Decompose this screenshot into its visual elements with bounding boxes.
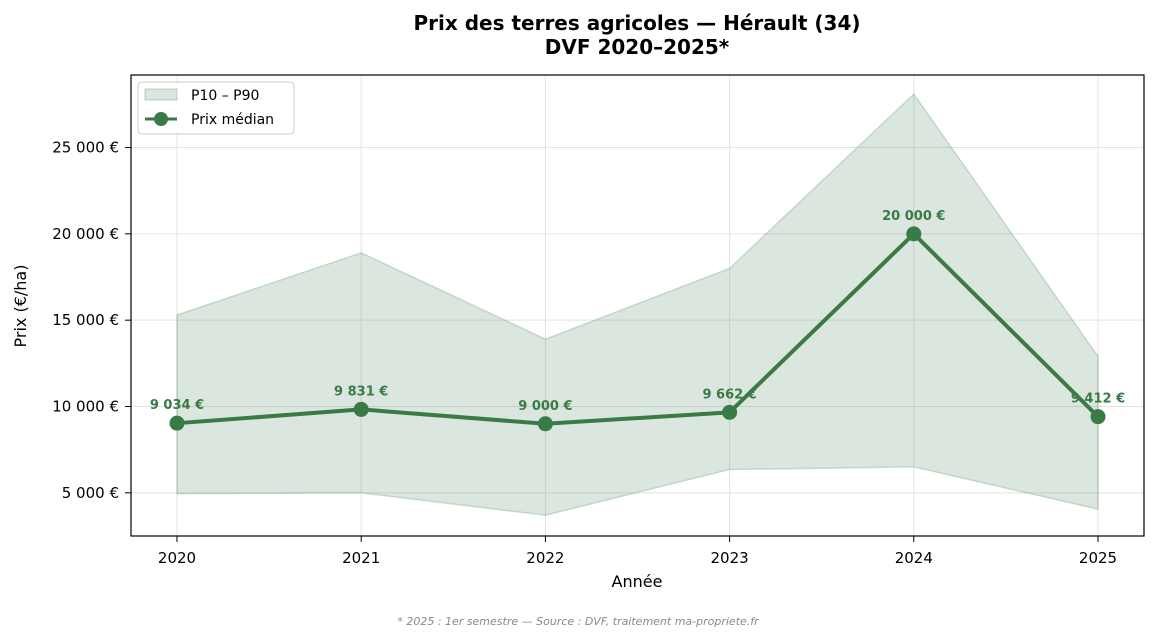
band-layer	[176, 92, 1099, 517]
footnote: * 2025 : 1er semestre — Source : DVF, tr…	[397, 615, 760, 628]
y-tick-label: 20 000 €	[52, 225, 119, 243]
legend-marker	[154, 112, 168, 126]
points-layer	[169, 226, 1106, 432]
median-point	[169, 415, 185, 431]
median-line	[176, 231, 1100, 426]
y-axis: 5 000 € 10 000 € 15 000 € 20 000 € 25 000 €	[52, 139, 131, 502]
median-point	[353, 401, 369, 417]
legend-box	[137, 81, 295, 135]
median-point	[722, 404, 738, 420]
data-label: 9 000 €	[518, 399, 572, 414]
legend-band-swatch	[144, 88, 178, 101]
x-tick-label: 2025	[1079, 549, 1117, 567]
line-layer	[176, 231, 1100, 426]
y-tick-label: 5 000 €	[62, 484, 119, 502]
y-tick-label: 10 000 €	[52, 398, 119, 416]
x-axis-label: Année	[612, 572, 663, 591]
data-label: 9 412 €	[1071, 392, 1125, 407]
legend: P10 – P90 Prix médian	[137, 81, 295, 135]
chart-title-line1: Prix des terres agricoles — Hérault (34)	[413, 11, 860, 35]
x-tick-label: 2021	[342, 549, 380, 567]
data-label: 9 831 €	[334, 384, 388, 399]
p10-p90-band	[176, 92, 1099, 517]
x-tick-label: 2022	[526, 549, 564, 567]
y-tick-label: 25 000 €	[52, 139, 119, 157]
data-labels-layer: 9 034 € 9 831 € 9 000 € 9 662 € 20 000 € 9 41…	[150, 209, 1125, 414]
y-tick-label: 15 000 €	[52, 311, 119, 329]
plot-frame	[130, 74, 1145, 537]
x-tick-label: 2020	[158, 549, 196, 567]
x-axis: 2020 2021 2022 2023 2024 2025	[158, 536, 1117, 567]
median-point	[537, 416, 553, 432]
x-tick-label: 2024	[895, 549, 933, 567]
legend-band-label: P10 – P90	[191, 88, 259, 104]
data-label: 20 000 €	[882, 209, 945, 224]
x-tick-label: 2023	[711, 549, 749, 567]
median-point	[1090, 409, 1106, 425]
legend-median-label: Prix médian	[191, 112, 274, 128]
data-label: 9 034 €	[150, 398, 204, 413]
grid	[131, 75, 1144, 536]
y-axis-label: Prix (€/ha)	[11, 265, 30, 348]
chart-title-line2: DVF 2020–2025*	[545, 35, 730, 59]
median-point	[906, 226, 922, 242]
data-label: 9 662 €	[702, 387, 756, 402]
